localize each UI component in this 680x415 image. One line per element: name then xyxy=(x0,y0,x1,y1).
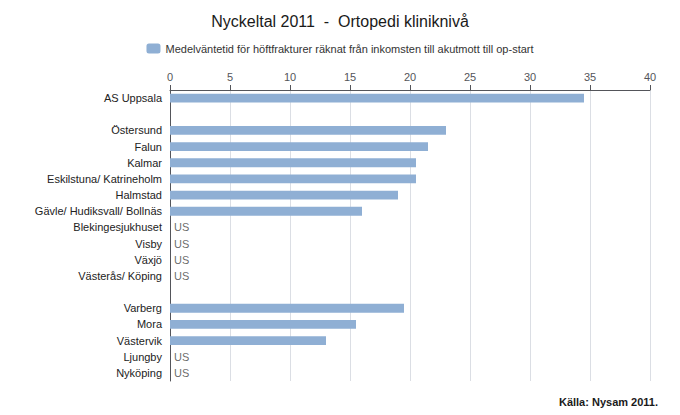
svg-text:Falun: Falun xyxy=(134,141,162,153)
svg-text:US: US xyxy=(174,254,189,266)
svg-text:35: 35 xyxy=(584,71,596,83)
svg-text:20: 20 xyxy=(404,71,416,83)
svg-text:US: US xyxy=(174,238,189,250)
svg-text:Ljungby: Ljungby xyxy=(123,351,162,363)
svg-text:5: 5 xyxy=(227,71,233,83)
svg-text:25: 25 xyxy=(464,71,476,83)
svg-text:AS Uppsala: AS Uppsala xyxy=(104,92,163,104)
svg-text:Visby: Visby xyxy=(135,238,162,250)
svg-text:US: US xyxy=(174,367,189,379)
svg-text:30: 30 xyxy=(524,71,536,83)
svg-text:40: 40 xyxy=(644,71,656,83)
svg-text:0: 0 xyxy=(167,71,173,83)
svg-text:Kalmar: Kalmar xyxy=(127,157,162,169)
svg-text:US: US xyxy=(174,270,189,282)
svg-text:10: 10 xyxy=(284,71,296,83)
svg-text:US: US xyxy=(174,221,189,233)
svg-text:Nyköping: Nyköping xyxy=(116,367,162,379)
svg-text:Östersund: Östersund xyxy=(111,124,162,136)
svg-text:Halmstad: Halmstad xyxy=(116,189,162,201)
svg-text:Eskilstuna/ Katrineholm: Eskilstuna/ Katrineholm xyxy=(47,173,162,185)
svg-text:Källa: Nysam 2011.: Källa: Nysam 2011. xyxy=(559,396,658,408)
svg-text:US: US xyxy=(174,351,189,363)
svg-text:15: 15 xyxy=(344,71,356,83)
svg-text:Mora: Mora xyxy=(137,318,163,330)
svg-text:Västervik: Västervik xyxy=(117,335,163,347)
svg-text:Medelväntetid för höftfrakture: Medelväntetid för höftfrakturer räknat f… xyxy=(165,43,533,55)
svg-text:Gävle/ Hudiksvall/ Bollnäs: Gävle/ Hudiksvall/ Bollnäs xyxy=(35,205,163,217)
svg-text:Växjö: Växjö xyxy=(134,254,162,266)
svg-text:Varberg: Varberg xyxy=(124,302,162,314)
svg-text:Nyckeltal 2011 - Ortopedi kl: Nyckeltal 2011 - Ortopedi kliniknivå xyxy=(211,13,469,30)
svg-text:Västerås/ Köping: Västerås/ Köping xyxy=(78,270,162,282)
svg-text:Blekingesjukhuset: Blekingesjukhuset xyxy=(73,221,162,233)
